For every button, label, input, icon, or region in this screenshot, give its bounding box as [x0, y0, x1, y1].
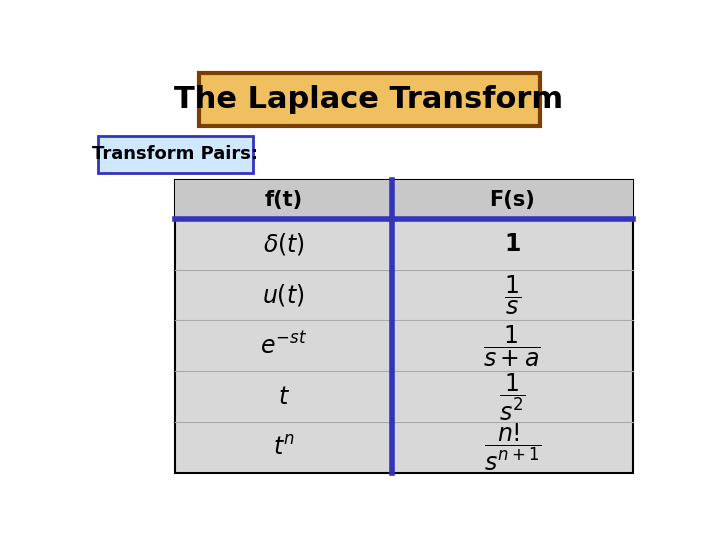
- FancyBboxPatch shape: [98, 136, 253, 173]
- Text: $\dfrac{1}{s^2}$: $\dfrac{1}{s^2}$: [499, 371, 526, 423]
- Text: $e^{-st}$: $e^{-st}$: [260, 333, 307, 359]
- FancyBboxPatch shape: [175, 180, 632, 473]
- Text: F(s): F(s): [490, 190, 535, 210]
- Text: Transform Pairs:: Transform Pairs:: [92, 145, 258, 163]
- FancyBboxPatch shape: [175, 180, 632, 219]
- Text: $u(t)$: $u(t)$: [263, 282, 305, 308]
- Text: $\dfrac{n!}{s^{n+1}}$: $\dfrac{n!}{s^{n+1}}$: [484, 422, 541, 474]
- Text: The Laplace Transform: The Laplace Transform: [174, 85, 564, 114]
- Text: $\mathbf{1}$: $\mathbf{1}$: [504, 232, 521, 256]
- Text: f(t): f(t): [265, 190, 303, 210]
- Text: $\dfrac{1}{s+a}$: $\dfrac{1}{s+a}$: [484, 323, 541, 368]
- Text: $\delta(t)$: $\delta(t)$: [263, 231, 305, 257]
- FancyBboxPatch shape: [199, 72, 539, 126]
- Text: $\dfrac{1}{s}$: $\dfrac{1}{s}$: [504, 273, 521, 317]
- Text: $t^n$: $t^n$: [273, 435, 295, 460]
- Text: $t$: $t$: [278, 384, 289, 409]
